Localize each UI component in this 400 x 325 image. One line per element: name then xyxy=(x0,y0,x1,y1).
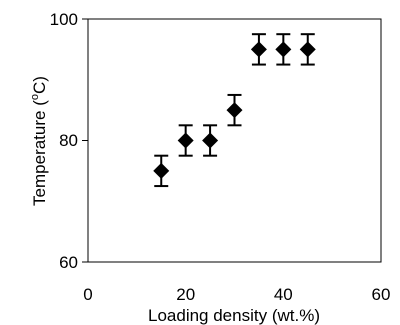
x-tick-label-0: 0 xyxy=(83,285,92,304)
y-tick-label-60: 60 xyxy=(59,253,78,272)
plot-area-frame xyxy=(87,18,382,263)
data-point xyxy=(226,93,243,127)
data-point xyxy=(275,33,292,66)
data-point xyxy=(153,154,170,188)
y-axis-title: Temperature (oC) xyxy=(29,76,49,206)
x-tick-label-40: 40 xyxy=(274,285,293,304)
diamond-marker xyxy=(153,162,170,179)
x-tick-label-60: 60 xyxy=(372,285,391,304)
data-point xyxy=(202,124,219,157)
diamond-marker xyxy=(250,41,267,58)
y-axis-title-tail: C) xyxy=(30,76,49,94)
y-tick-label-80: 80 xyxy=(59,131,78,150)
x-axis-title: Loading density (wt.%) xyxy=(148,306,320,325)
data-point xyxy=(299,33,316,66)
diamond-marker xyxy=(275,41,292,58)
data-point xyxy=(177,124,194,157)
y-axis-title-main: Temperature ( xyxy=(30,100,49,206)
diamond-marker xyxy=(299,41,316,58)
data-point xyxy=(250,33,267,66)
x-tick-label-20: 20 xyxy=(176,285,195,304)
diamond-marker xyxy=(177,132,194,149)
diamond-marker xyxy=(202,132,219,149)
y-axis-title-superscript: o xyxy=(29,94,41,100)
y-tick-label-100: 100 xyxy=(50,10,78,29)
data-points-layer xyxy=(153,33,316,188)
diamond-marker xyxy=(226,102,243,119)
